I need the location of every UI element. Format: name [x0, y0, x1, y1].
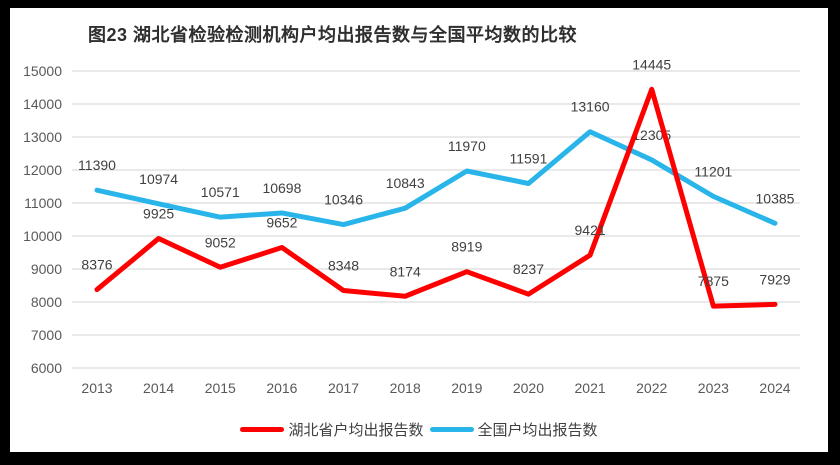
data-label: 10698 [262, 180, 301, 196]
data-label: 8237 [513, 261, 544, 277]
x-tick-label: 2020 [513, 380, 544, 396]
x-tick-label: 2013 [81, 380, 112, 396]
x-tick-label: 2017 [328, 380, 359, 396]
hubei-series-label: 湖北省户均出报告数 [288, 422, 424, 439]
y-tick-label: 7000 [31, 327, 62, 343]
data-label: 9925 [143, 205, 174, 221]
x-tick-label: 2018 [390, 380, 421, 396]
data-label: 7875 [698, 273, 729, 289]
data-label: 7929 [759, 271, 790, 287]
x-tick-label: 2015 [205, 380, 236, 396]
data-label: 9652 [266, 214, 297, 230]
y-tick-label: 14000 [23, 96, 62, 112]
data-label: 10385 [756, 190, 795, 206]
x-tick-label: 2019 [451, 380, 482, 396]
x-tick-label: 2023 [698, 380, 729, 396]
x-tick-label: 2022 [636, 380, 667, 396]
data-label: 11970 [448, 138, 486, 154]
data-label: 8919 [451, 239, 482, 255]
x-tick-label: 2016 [266, 380, 297, 396]
y-tick-label: 6000 [31, 360, 62, 376]
data-label: 9421 [575, 222, 606, 238]
data-label: 8376 [81, 257, 112, 273]
series-line [94, 86, 778, 309]
data-label: 11390 [78, 157, 116, 173]
y-tick-label: 15000 [23, 63, 62, 79]
x-tick-label: 2021 [575, 380, 606, 396]
data-label: 11591 [509, 150, 547, 166]
data-label: 10346 [324, 192, 363, 208]
chart-canvas: 图23 湖北省检验检测机构户均出报告数与全国平均数的比较 6000 7000 800… [10, 8, 828, 452]
legend-item-national[interactable]: 全国户均出报告数 [429, 419, 598, 440]
y-tick-label: 9000 [31, 261, 62, 277]
line-chart: 6000 7000 8000 9000 10000 11000 12000 13000 1400… [23, 56, 800, 396]
data-label: 9052 [205, 234, 236, 250]
y-tick-label: 13000 [23, 129, 62, 145]
data-label: 10843 [386, 175, 425, 191]
national-series-swatch [429, 427, 474, 432]
data-label: 14445 [632, 56, 671, 72]
legend-item-hubei[interactable]: 湖北省户均出报告数 [240, 419, 424, 440]
data-label: 8348 [328, 258, 359, 274]
x-tick-label: 2014 [143, 380, 174, 396]
hubei-series-swatch [240, 427, 285, 432]
series-line [94, 129, 778, 228]
national-series-label: 全国户均出报告数 [477, 422, 598, 439]
data-label: 13160 [571, 99, 610, 115]
y-tick-label: 12000 [23, 162, 62, 178]
data-label: 11201 [694, 163, 732, 179]
y-tick-label: 10000 [23, 228, 62, 244]
legend: 湖北省户均出报告数 全国户均出报告数 [10, 419, 828, 440]
data-label: 10571 [201, 184, 240, 200]
y-tick-label: 8000 [31, 294, 62, 310]
data-label: 10974 [139, 171, 178, 187]
data-label: 8174 [390, 263, 421, 279]
y-tick-label: 11000 [24, 195, 62, 211]
x-tick-label: 2024 [759, 380, 790, 396]
chart-title: 图23 湖北省检验检测机构户均出报告数与全国平均数的比较 [88, 25, 578, 45]
